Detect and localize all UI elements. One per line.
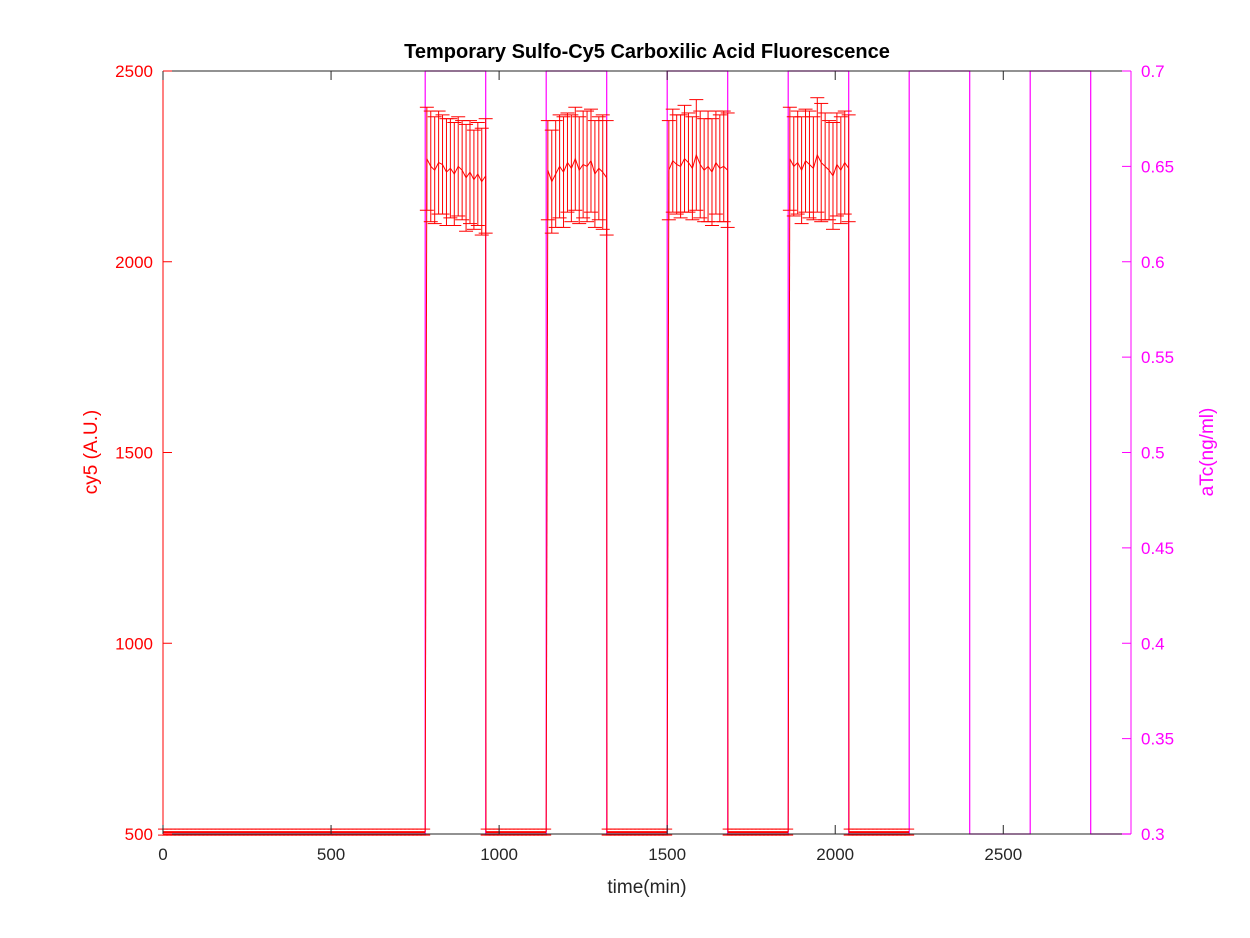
- left-y-tick-label: 500: [125, 825, 153, 844]
- cy5-rise-line: [545, 170, 549, 833]
- x-axis-label: time(min): [607, 877, 686, 898]
- cy5-baseline-segment-4: [601, 828, 673, 836]
- cy5-mean-line: [668, 153, 729, 174]
- x-tick-label: 1500: [648, 845, 686, 864]
- right-y-tick-label: 0.35: [1141, 730, 1174, 749]
- right-y-axis-label: aTc(ng/ml): [1197, 408, 1218, 497]
- right-y-tick-label: 0.7: [1141, 62, 1165, 81]
- cy5-baseline-segment-6: [722, 828, 794, 836]
- cy5-baseline-segment-0: [158, 828, 431, 836]
- left-y-axis-label: cy5 (A.U.): [81, 410, 102, 494]
- right-y-tick-label: 0.3: [1141, 825, 1165, 844]
- cy5-mean-line: [426, 158, 487, 183]
- right-y-tick-label: 0.4: [1141, 634, 1165, 653]
- chart-title: Temporary Sulfo-Cy5 Carboxilic Acid Fluo…: [404, 41, 890, 63]
- left-y-tick-label: 1000: [115, 634, 153, 653]
- x-tick-label: 2500: [984, 845, 1022, 864]
- x-tick-label: 1000: [480, 845, 518, 864]
- left-y-tick-label: 1500: [115, 444, 153, 463]
- cy5-baseline-segment-8: [843, 828, 915, 836]
- cy5-baseline-segment-2: [480, 828, 552, 836]
- right-y-tick-label: 0.65: [1141, 157, 1174, 176]
- right-y-tick-label: 0.55: [1141, 348, 1174, 367]
- x-tick-label: 0: [158, 845, 167, 864]
- cy5-mean-line: [789, 153, 850, 178]
- right-y-tick-label: 0.6: [1141, 253, 1165, 272]
- left-y-tick-label: 2000: [115, 253, 153, 272]
- cy5-rise-line: [424, 158, 428, 833]
- cy5-pulse-segment-5: [661, 99, 735, 833]
- right-y-tick-label: 0.45: [1141, 539, 1174, 558]
- cy5-rise-line: [787, 158, 791, 833]
- cy5-series: [158, 97, 915, 836]
- ticks: 0 500 1000 1500 2000 2500 500 1000 1500 2000 2500 0…: [115, 62, 1174, 864]
- x-tick-label: 2000: [816, 845, 854, 864]
- cy5-rise-line: [666, 170, 670, 833]
- cy5-pulse-segment-3: [540, 106, 614, 833]
- right-y-tick-label: 0.5: [1141, 444, 1165, 463]
- cy5-pulse-segment-7: [782, 97, 856, 833]
- left-y-tick-label: 2500: [115, 62, 153, 81]
- x-tick-label: 500: [317, 845, 345, 864]
- cy5-mean-line: [547, 157, 608, 183]
- cy5-pulse-segment-1: [419, 106, 493, 833]
